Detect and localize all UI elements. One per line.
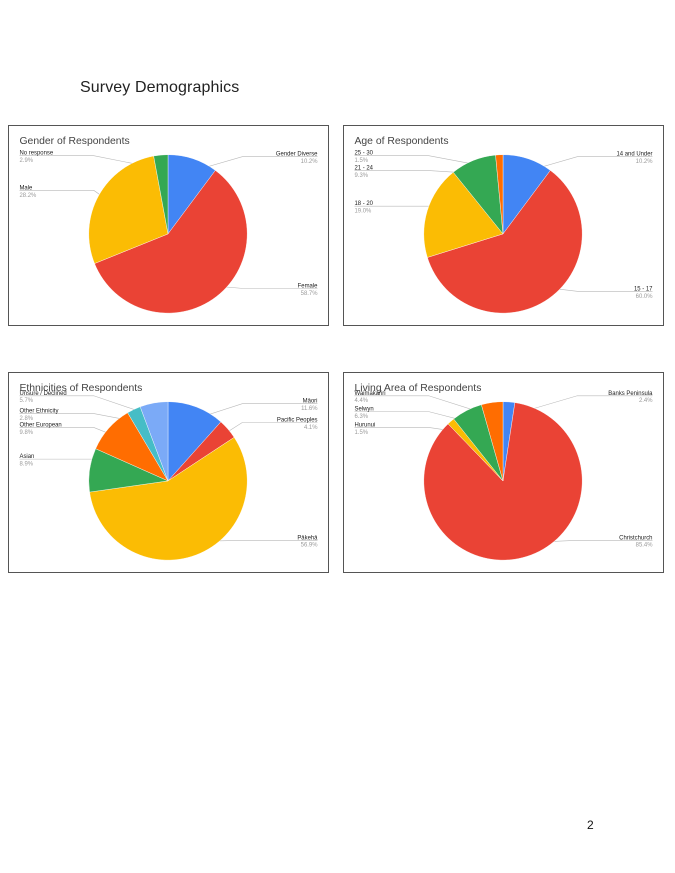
slice-percent: 6.3%: [354, 414, 368, 420]
slice-label: Unsure / Declined: [19, 391, 66, 397]
slice-percent: 9.8%: [19, 430, 33, 436]
pie-slice: [423, 402, 583, 561]
pie-slice: [423, 171, 504, 258]
page-number: 2: [587, 818, 594, 832]
slice-percent: 85.4%: [636, 543, 654, 549]
slice-label: 15 - 17: [634, 286, 653, 292]
pie-slice: [88, 155, 169, 264]
chart-living-area-of-respondents: Living Area of Respondents Banks Peninsul…: [343, 372, 664, 573]
slice-label: Female: [298, 283, 318, 289]
slice-percent: 19.0%: [354, 209, 372, 215]
slice-percent: 8.9%: [19, 462, 33, 468]
slice-label: Māori: [303, 399, 318, 405]
slice-label: Male: [19, 185, 33, 191]
page-title: Survey Demographics: [80, 79, 240, 96]
slice-percent: 10.2%: [636, 159, 654, 165]
slice-percent: 11.6%: [301, 406, 318, 412]
slice-label: Hurunui: [354, 422, 375, 428]
slice-percent: 28.2%: [19, 193, 37, 199]
chart-ethnicities-of-respondents: Ethnicities of Respondents Māori 11.6% Paci…: [8, 372, 329, 573]
pie-slices: [88, 154, 248, 314]
slice-percent: 5.7%: [19, 398, 33, 404]
slice-percent: 4.4%: [354, 398, 368, 404]
slice-label: 18 - 20: [354, 201, 373, 207]
pie-slices: [423, 401, 583, 561]
slice-label: Asian: [19, 454, 34, 460]
slice-label: No response: [19, 151, 53, 157]
chart-title: Gender of Respondents: [19, 136, 129, 147]
pie-slice: [94, 170, 248, 314]
slice-label: 14 and Under: [617, 152, 653, 158]
pie-slice: [89, 437, 248, 561]
slice-percent: 9.3%: [354, 173, 368, 179]
pie-slices: [423, 154, 583, 314]
slice-label: Other Ethnicity: [19, 409, 58, 415]
chart-age-of-respondents: Age of Respondents 14 and Under 10.2% 15 - …: [343, 125, 664, 326]
slice-label: Selwyn: [354, 407, 373, 413]
pie-slice: [427, 170, 583, 314]
slice-percent: 2.9%: [19, 158, 33, 164]
slice-label: Pākehā: [297, 535, 318, 541]
pie-slice: [495, 154, 504, 234]
pie-slice: [139, 401, 169, 481]
slice-percent: 2.4%: [639, 398, 653, 404]
pie-slice: [481, 401, 504, 481]
slice-label: Pacific Peoples: [277, 418, 318, 424]
pie-slice: [153, 154, 169, 234]
slice-percent: 2.8%: [19, 416, 33, 422]
slice-percent: 1.5%: [354, 430, 368, 436]
chart-title: Ethnicities of Respondents: [19, 383, 142, 394]
slice-percent: 56.9%: [301, 543, 319, 549]
chart-gender-of-respondents: Gender of Respondents Gender Diverse 10.2%…: [8, 125, 329, 326]
slice-percent: 10.2%: [301, 159, 319, 165]
chart-title: Living Area of Respondents: [354, 383, 481, 394]
slice-label: 21 - 24: [354, 166, 373, 172]
slice-percent: 1.5%: [354, 158, 368, 164]
pie-slices: [88, 401, 248, 561]
slice-percent: 60.0%: [636, 294, 654, 300]
slice-label: 25 - 30: [354, 151, 373, 157]
pie-chart-living-area: Living Area of Respondents Banks Peninsul…: [354, 383, 654, 561]
slice-label: Other European: [19, 422, 61, 428]
chart-title: Age of Respondents: [354, 136, 448, 147]
pie-chart-gender: Gender of Respondents Gender Diverse10.2%…: [19, 136, 319, 314]
slice-label: Gender Diverse: [276, 152, 318, 158]
slice-percent: 58.7%: [301, 291, 319, 297]
slice-percent: 4.1%: [304, 425, 318, 431]
slice-label: Banks Peninsula: [608, 391, 653, 397]
slice-label: Waimakariri: [354, 391, 385, 397]
slice-label: Christchurch: [619, 535, 652, 541]
